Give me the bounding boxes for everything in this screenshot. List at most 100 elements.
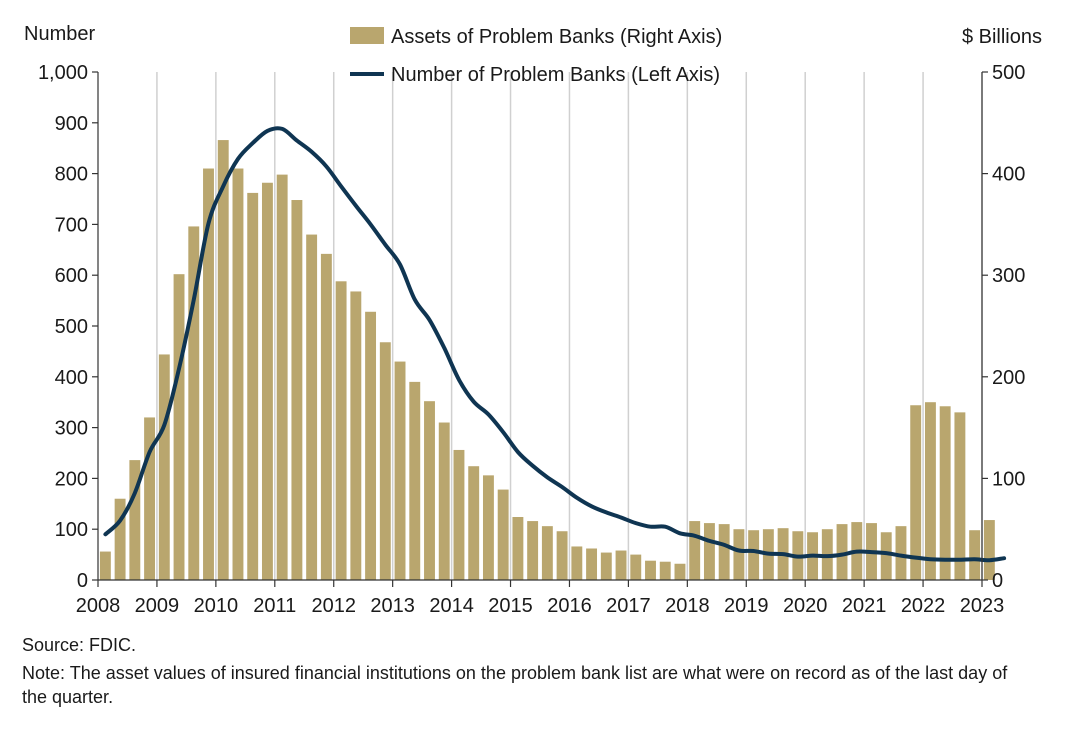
asset-bar	[630, 554, 642, 580]
asset-bar	[615, 550, 627, 580]
asset-bar	[541, 526, 553, 580]
problem-banks-line	[103, 126, 1007, 563]
legend-bar-swatch	[350, 27, 384, 44]
right-tick-label: 200	[992, 367, 1025, 389]
x-tick-label: 2020	[783, 595, 828, 617]
right-tick-label: 500	[992, 62, 1025, 84]
asset-bar	[659, 561, 671, 580]
asset-bar	[468, 466, 480, 580]
left-tick-label: 1,000	[38, 62, 88, 84]
left-tick-label: 400	[55, 367, 88, 389]
asset-bars	[99, 140, 995, 581]
x-tick-label: 2023	[960, 595, 1005, 617]
asset-bar	[586, 548, 598, 580]
asset-bar	[880, 532, 892, 580]
right-tick-label: 100	[992, 468, 1025, 490]
left-tick-label: 800	[55, 164, 88, 186]
note-text: Note: The asset values of insured financ…	[22, 663, 1008, 707]
asset-bar	[703, 523, 715, 580]
asset-bar	[689, 521, 701, 580]
x-tick-label: 2015	[488, 595, 533, 617]
asset-bar	[158, 354, 170, 580]
x-tick-label: 2009	[135, 595, 180, 617]
legend-bar-label: Assets of Problem Banks (Right Axis)	[391, 26, 722, 48]
x-tick-label: 2021	[842, 595, 887, 617]
asset-bar	[114, 498, 126, 580]
right-tick-label: 400	[992, 164, 1025, 186]
asset-bar	[983, 520, 995, 580]
asset-bar	[144, 417, 156, 580]
asset-bar	[924, 402, 936, 580]
asset-bar	[512, 517, 524, 580]
asset-bar	[527, 521, 539, 580]
asset-bar	[969, 530, 981, 580]
axes	[92, 71, 988, 587]
asset-bar	[718, 524, 730, 580]
asset-bar	[424, 401, 435, 580]
left-tick-label: 0	[77, 570, 88, 592]
asset-bar	[247, 192, 259, 581]
asset-bar	[645, 560, 656, 580]
asset-bar	[497, 489, 509, 580]
asset-bar	[910, 405, 922, 580]
asset-bar	[482, 475, 494, 580]
x-tick-label: 2013	[370, 595, 415, 617]
x-tick-label: 2014	[429, 595, 474, 617]
x-tick-label: 2022	[901, 595, 946, 617]
asset-bar	[203, 168, 214, 580]
x-tick-label: 2011	[253, 595, 296, 617]
chart-svg: 0 100 200 300 400 500 600 700 800 900 1,000 0 100 200…	[24, 23, 1042, 617]
x-tick-label: 2019	[724, 595, 769, 617]
asset-bar	[99, 551, 111, 580]
legend-line-label: Number of Problem Banks (Left Axis)	[391, 64, 720, 86]
asset-bar	[306, 234, 318, 580]
left-tick-label: 900	[55, 113, 88, 135]
asset-bar	[394, 361, 406, 580]
x-tick-label: 2016	[547, 595, 592, 617]
asset-bar	[733, 529, 745, 580]
asset-bar	[748, 530, 760, 580]
left-tick-label: 100	[55, 519, 88, 541]
left-tick-label: 200	[55, 468, 88, 490]
asset-bar	[895, 526, 907, 580]
left-tick-label: 700	[55, 214, 88, 236]
year-gridlines	[156, 72, 983, 580]
x-tick-label: 2018	[665, 595, 710, 617]
left-tick-label: 600	[55, 265, 88, 287]
asset-bar	[556, 531, 568, 580]
x-tick-label: 2008	[76, 595, 121, 617]
right-axis-title: $ Billions	[962, 26, 1042, 48]
asset-bar	[217, 140, 229, 580]
asset-bar	[173, 274, 185, 580]
asset-bar	[674, 563, 686, 580]
asset-bar	[335, 281, 347, 580]
asset-bar	[453, 449, 465, 580]
asset-bar	[379, 342, 391, 580]
right-tick-label: 300	[992, 265, 1025, 287]
asset-bar	[571, 546, 583, 580]
asset-bar	[129, 460, 141, 580]
left-tick-label: 500	[55, 316, 88, 338]
asset-bar	[438, 422, 450, 580]
asset-bar	[600, 552, 612, 580]
asset-bar	[291, 200, 303, 581]
asset-bar	[350, 291, 362, 580]
asset-bar	[939, 406, 951, 580]
asset-bar	[276, 174, 288, 580]
tick-labels: 0 100 200 300 400 500 600 700 800 900 1,000 0 100 200…	[38, 62, 1025, 617]
asset-bar	[320, 253, 332, 580]
x-tick-label: 2012	[311, 595, 356, 617]
legend: Assets of Problem Banks (Right Axis) Num…	[350, 26, 722, 86]
right-tick-label: 0	[992, 570, 1003, 592]
asset-bar	[365, 311, 377, 580]
source-text: Source: FDIC.	[22, 635, 137, 655]
asset-bar	[954, 412, 966, 580]
asset-bar	[409, 381, 421, 580]
asset-bar	[261, 182, 273, 580]
asset-bar	[836, 524, 848, 580]
x-tick-label: 2010	[194, 595, 239, 617]
asset-bar	[232, 168, 244, 580]
x-tick-label: 2017	[606, 595, 651, 617]
left-axis-title: Number	[24, 23, 95, 45]
asset-bar	[188, 226, 200, 580]
